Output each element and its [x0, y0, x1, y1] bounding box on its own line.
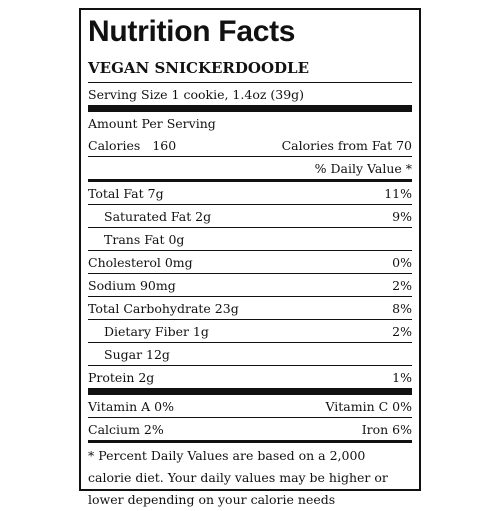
nutrient-row-dietary-fiber: Dietary Fiber 1g 2%	[88, 320, 412, 343]
nutrient-name: Dietary Fiber 1g	[104, 323, 209, 339]
vitamin-left: Calcium 2%	[88, 421, 164, 437]
calories-row: Calories 160 Calories from Fat 70	[88, 134, 412, 157]
calories-from-fat: Calories from Fat 70	[281, 137, 412, 153]
serving-size-row: Serving Size 1 cookie, 1.4oz (39g)	[88, 83, 412, 112]
nutrient-dv: 2%	[392, 323, 412, 339]
nutrient-dv: 2%	[392, 277, 412, 293]
nutrient-row-total-carbohydrate: Total Carbohydrate 23g 8%	[88, 297, 412, 320]
label-title: Nutrition Facts	[88, 15, 296, 48]
nutrient-name: Trans Fat 0g	[104, 231, 185, 247]
amount-per-serving-row: Amount Per Serving	[88, 112, 412, 134]
nutrient-row-trans-fat: Trans Fat 0g	[88, 228, 412, 251]
nutrient-name: Total Fat 7g	[88, 185, 164, 201]
calories: Calories 160	[88, 138, 176, 153]
nutrition-facts-label: Nutrition Facts VEGAN SNICKERDOODLE Serv…	[79, 8, 421, 507]
vitamin-right: Vitamin C 0%	[325, 398, 412, 414]
vitamin-row-a-c: Vitamin A 0% Vitamin C 0%	[88, 395, 412, 418]
nutrient-row-sodium: Sodium 90mg 2%	[88, 274, 412, 297]
nutrient-dv: 8%	[392, 300, 412, 316]
nutrient-name: Total Carbohydrate 23g	[88, 300, 239, 316]
vitamin-right: Iron 6%	[361, 421, 412, 437]
vitamin-left: Vitamin A 0%	[88, 398, 174, 414]
nutrient-name: Sodium 90mg	[88, 277, 176, 293]
nutrient-name: Cholesterol 0mg	[88, 254, 193, 270]
daily-value-header: % Daily Value *	[314, 160, 412, 176]
calories-label: Calories	[88, 137, 141, 153]
nutrient-row-cholesterol: Cholesterol 0mg 0%	[88, 251, 412, 274]
footnote: * Percent Daily Values are based on a 2,…	[88, 448, 388, 507]
calories-value: 160	[152, 137, 177, 153]
nutrient-row-protein: Protein 2g 1%	[88, 366, 412, 395]
nutrient-name: Protein 2g	[88, 369, 155, 385]
nutrient-row-sugar: Sugar 12g	[88, 343, 412, 366]
daily-value-header-row: % Daily Value *	[88, 157, 412, 182]
nutrient-dv: 9%	[392, 208, 412, 224]
serving-size: Serving Size 1 cookie, 1.4oz (39g)	[88, 86, 305, 102]
nutrient-dv: 11%	[384, 185, 412, 201]
nutrient-dv: 1%	[392, 369, 412, 385]
vitamin-row-calcium-iron: Calcium 2% Iron 6%	[88, 418, 412, 443]
nutrient-row-total-fat: Total Fat 7g 11%	[88, 182, 412, 205]
nutrient-dv: 0%	[392, 254, 412, 270]
product-name: VEGAN SNICKERDOODLE	[88, 58, 412, 83]
nutrient-name: Sugar 12g	[104, 346, 170, 362]
nutrient-name: Saturated Fat 2g	[104, 208, 212, 224]
amount-per-serving: Amount Per Serving	[88, 115, 216, 131]
nutrient-row-saturated-fat: Saturated Fat 2g 9%	[88, 205, 412, 228]
